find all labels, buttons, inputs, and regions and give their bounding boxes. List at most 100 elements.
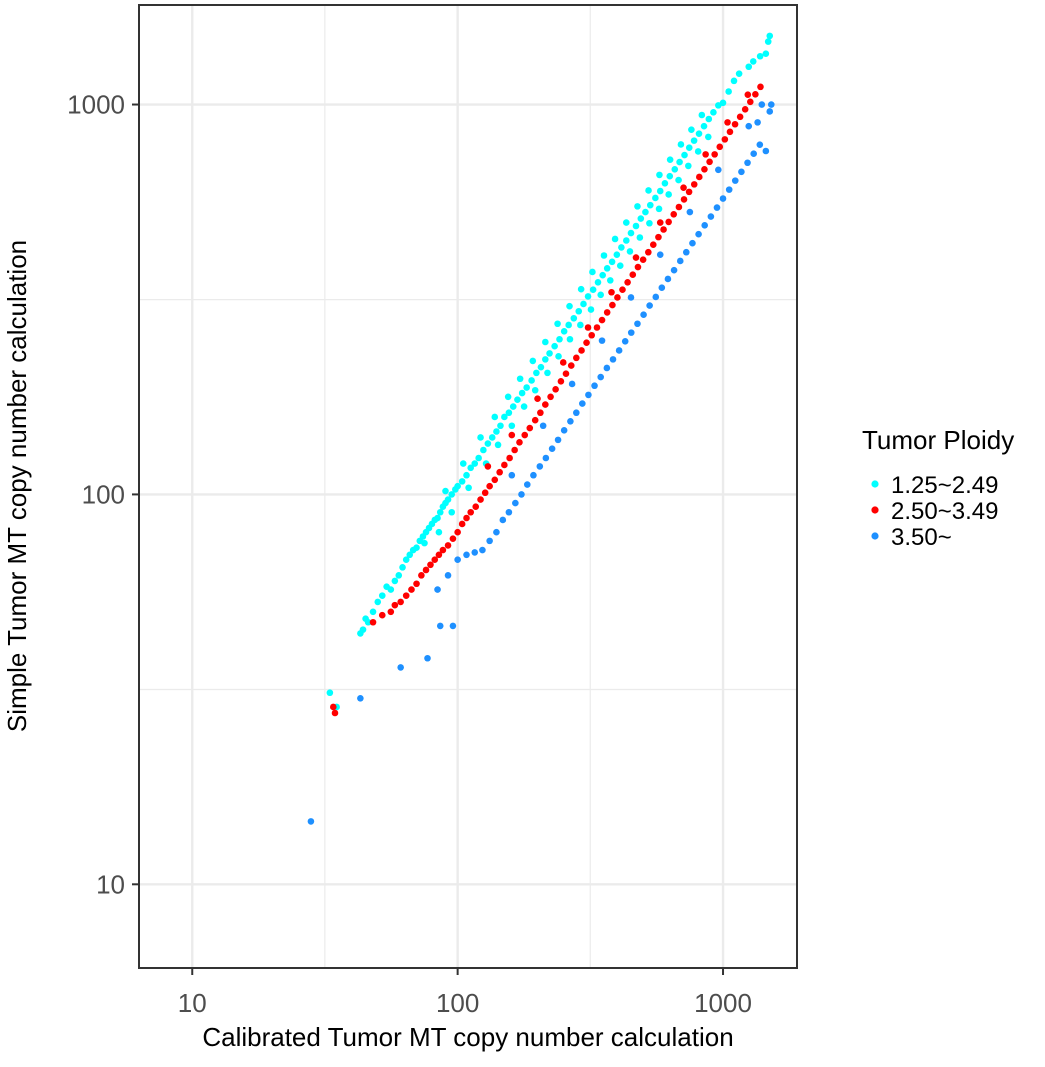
data-point (508, 471, 516, 479)
legend-item: 3.50~ (871, 524, 952, 551)
data-point (744, 91, 752, 98)
legend-items: 1.25~2.492.50~3.493.50~ (871, 472, 998, 551)
data-point (750, 150, 757, 157)
x-tick-label: 1000 (694, 988, 752, 1018)
data-point (670, 210, 678, 218)
data-point (496, 468, 503, 476)
data-point (710, 109, 717, 116)
data-point (591, 382, 598, 390)
data-point (436, 508, 444, 516)
data-point (719, 195, 727, 202)
data-point (608, 288, 615, 296)
data-point (695, 230, 702, 238)
data-point (685, 188, 693, 196)
data-point (488, 434, 496, 441)
x-tick-label: 10 (178, 988, 207, 1018)
data-point (646, 201, 654, 209)
data-point (577, 285, 585, 293)
data-point (725, 186, 733, 193)
data-point (676, 257, 684, 265)
data-point (731, 177, 739, 184)
data-point (676, 158, 683, 166)
data-point (724, 119, 731, 126)
data-point (449, 535, 457, 542)
data-point (557, 378, 565, 385)
data-point (677, 141, 685, 148)
data-point (395, 572, 403, 579)
data-point (521, 431, 529, 439)
data-point (627, 329, 635, 336)
data-point (632, 254, 640, 261)
data-point (603, 265, 611, 272)
data-point (661, 180, 669, 187)
data-point (531, 386, 539, 394)
data-point (598, 316, 606, 324)
data-point (690, 181, 698, 188)
data-point (671, 166, 679, 173)
data-point (652, 194, 659, 202)
data-point (656, 171, 663, 179)
data-point (639, 256, 647, 263)
data-point (660, 226, 667, 233)
data-point (573, 354, 580, 362)
data-point (632, 222, 640, 230)
data-point (619, 286, 626, 294)
data-point (505, 508, 513, 516)
data-point (556, 335, 563, 343)
data-point (536, 463, 544, 470)
data-point (616, 262, 624, 270)
data-point (757, 83, 764, 91)
data-point (675, 203, 683, 211)
data-point (694, 148, 702, 155)
data-point (364, 618, 372, 626)
data-point (756, 141, 764, 148)
data-point (454, 528, 461, 536)
data-point (716, 143, 724, 151)
data-point (614, 294, 621, 301)
data-point (436, 622, 444, 630)
data-point (537, 363, 545, 371)
data-point (587, 306, 595, 313)
data-point (627, 294, 635, 301)
data-point (624, 278, 631, 286)
data-point (701, 222, 708, 229)
data-point (537, 409, 544, 417)
data-point (646, 219, 653, 227)
data-point (715, 166, 722, 174)
data-point (529, 357, 537, 365)
data-point (666, 172, 674, 180)
plot-panel-border (138, 4, 798, 969)
data-point (330, 703, 337, 711)
data-point (665, 218, 672, 226)
data-point (520, 403, 528, 410)
data-point (542, 356, 549, 363)
data-point (530, 471, 537, 479)
data-point (713, 204, 721, 211)
data-point (622, 237, 630, 244)
data-point (696, 173, 703, 181)
data-point (374, 598, 382, 606)
data-point (463, 471, 470, 479)
data-point (567, 418, 574, 425)
data-point (634, 203, 641, 210)
data-point (695, 130, 703, 137)
data-point (562, 370, 570, 377)
data-point (434, 514, 441, 522)
data-point (542, 338, 549, 346)
data-point (609, 301, 616, 309)
data-point (422, 566, 430, 574)
data-point (719, 99, 727, 107)
data-point (609, 356, 617, 363)
data-point (552, 386, 559, 393)
data-point (618, 244, 625, 251)
data-point (359, 626, 367, 633)
data-point (567, 362, 575, 369)
data-point (413, 544, 420, 551)
data-point (702, 151, 709, 158)
data-point (589, 286, 597, 294)
data-point (448, 508, 456, 516)
data-point (730, 77, 738, 85)
data-point (754, 119, 761, 126)
data-point (546, 350, 553, 357)
data-point (547, 393, 554, 401)
